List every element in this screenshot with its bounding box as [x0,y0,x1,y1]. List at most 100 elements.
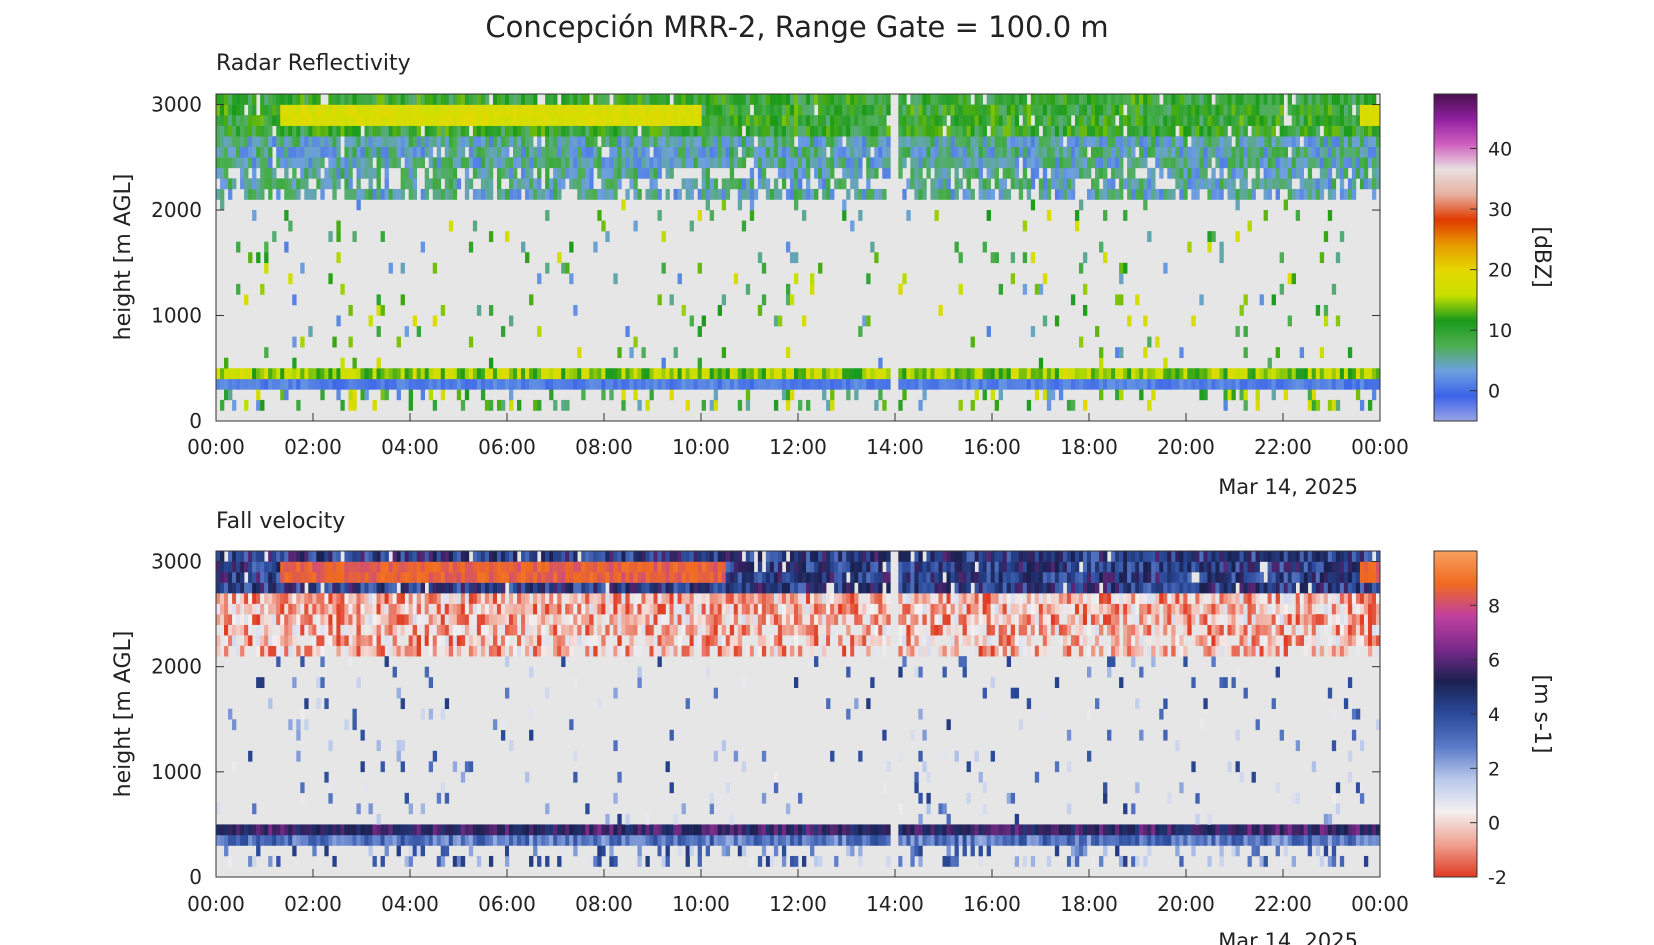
heatmap-cell [484,635,490,646]
heatmap-cell [268,855,273,867]
heatmap-cell [1291,146,1297,158]
heatmap-cell [1335,94,1341,105]
heatmap-cell [633,115,638,126]
heatmap-cell [617,624,622,636]
heatmap-cell [613,368,618,380]
heatmap-cell [978,115,983,126]
heatmap-cell [513,614,518,625]
heatmap-cell [601,167,606,179]
heatmap-cell [484,104,490,116]
heatmap-cell [316,572,321,583]
heatmap-cell [1235,136,1240,148]
heatmap-cell [424,94,430,105]
heatmap-cell [930,125,935,137]
heatmap-cell [1050,146,1056,158]
heatmap-cell [1215,104,1220,116]
heatmap-cell [986,167,991,179]
heatmap-cell [488,136,494,148]
heatmap-cell [565,824,570,836]
heatmap-cell [1339,146,1345,158]
heatmap-cell [709,136,715,148]
heatmap-cell [1279,178,1284,190]
heatmap-cell [557,635,562,646]
heatmap-cell [484,94,490,105]
heatmap-cell [1343,157,1349,169]
heatmap-cell [842,368,847,380]
heatmap-cell [958,115,963,126]
heatmap-cell [1074,210,1080,221]
heatmap-cell [882,399,887,411]
heatmap-cell [609,603,614,615]
heatmap-cell [380,188,385,200]
heatmap-cell [1255,378,1260,390]
heatmap-cell [1323,136,1329,148]
heatmap-cell [372,635,377,646]
heatmap-cell [472,635,478,646]
heatmap-cell [1279,115,1284,126]
heatmap-cell [268,645,273,657]
heatmap-cell [436,635,442,646]
heatmap-cell [296,399,301,411]
heatmap-cell [296,624,301,636]
heatmap-cell [1319,167,1325,179]
heatmap-cell [585,824,590,836]
heatmap-cell [272,178,277,190]
heatmap-cell [826,136,831,148]
heatmap-cell [228,561,233,573]
heatmap-cell [601,561,606,573]
heatmap-cell [1243,178,1248,190]
heatmap-cell [910,146,915,158]
heatmap-cell [504,834,510,846]
heatmap-cell [216,834,221,846]
colorbar-reflectivity [1433,93,1478,422]
heatmap-cell [561,582,566,594]
heatmap-cell [352,834,357,846]
heatmap-cell [621,115,626,126]
heatmap-cell [585,561,590,573]
heatmap-cell [585,368,590,380]
heatmap-cell [1211,136,1216,148]
heatmap-cell [300,614,305,625]
heatmap-cell [476,104,482,116]
heatmap-cell [268,167,273,179]
heatmap-cell [460,593,466,604]
heatmap-cell [533,572,538,583]
heatmap-cell [789,146,795,158]
heatmap-cell [1058,157,1064,169]
heatmap-cell [621,614,626,625]
heatmap-cell [653,94,658,105]
heatmap-cell [669,167,674,179]
heatmap-cell [609,115,614,126]
heatmap-cell [1243,157,1248,169]
heatmap-cell [657,368,662,380]
heatmap-cell [488,231,494,242]
heatmap-cell [292,561,297,573]
heatmap-cell [1311,188,1317,200]
heatmap-cell [926,104,931,116]
heatmap-cell [1371,167,1377,179]
heatmap-cell [986,104,991,116]
heatmap-cell [769,104,775,116]
heatmap-cell [613,740,618,752]
heatmap-cell [1163,368,1168,380]
heatmap-cell [577,136,582,148]
heatmap-cell [248,624,253,636]
heatmap-cell [228,635,233,646]
heatmap-cell [773,104,779,116]
heatmap-cell [986,378,991,390]
heatmap-cell [1331,146,1337,158]
heatmap-cell [581,115,586,126]
heatmap-cell [741,178,747,190]
heatmap-cell [400,624,405,636]
heatmap-cell [814,157,819,169]
heatmap-cell [344,94,349,105]
heatmap-cell [569,572,574,583]
heatmap-cell [669,603,674,615]
heatmap-cell [934,368,939,380]
heatmap-cell [304,188,309,200]
heatmap-cell [240,834,245,846]
heatmap-cell [220,551,225,562]
heatmap-cell [268,624,273,636]
heatmap-cell [846,125,851,137]
heatmap-cell [1151,146,1156,158]
